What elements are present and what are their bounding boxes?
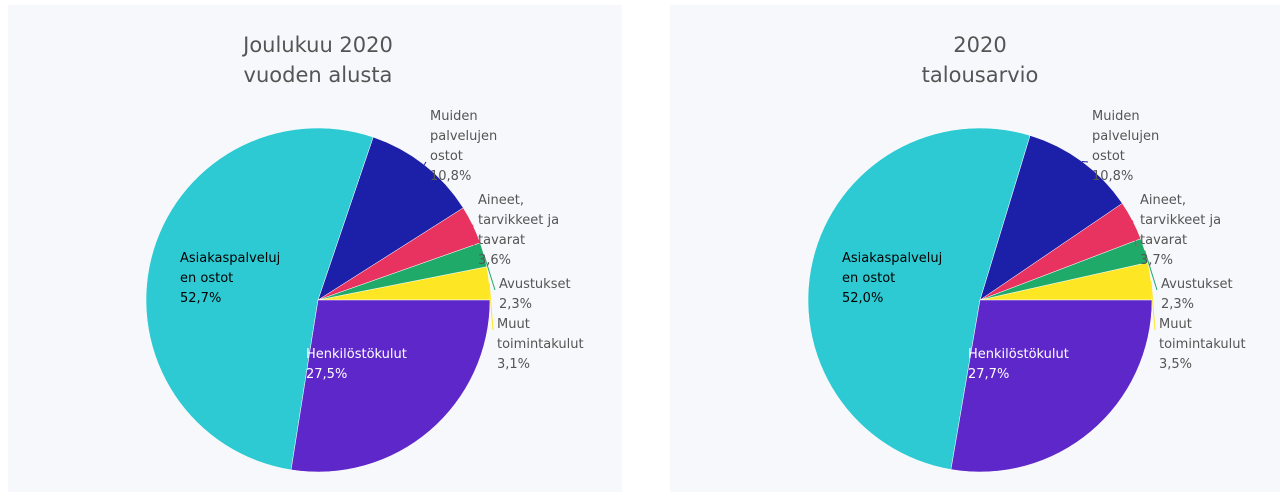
slice-label-line: palvelujen (430, 129, 497, 144)
slice-label-line: Aineet, (1140, 193, 1186, 208)
slice-label-line: tavarat (478, 233, 525, 248)
slice-label-line: Asiakaspalveluj (842, 251, 942, 266)
value-label: 3,6% (478, 253, 511, 268)
slice-label-line: Aineet, (478, 193, 524, 208)
slice-label-line: toimintakulut (1159, 337, 1246, 352)
pie-slice (807, 127, 1031, 470)
value-label: 27,7% (968, 367, 1009, 382)
pie-chart: Joulukuu 2020 vuoden alusta Muut toimintaku… (8, 5, 622, 492)
slice-label-line: ostot (430, 149, 463, 164)
chart-title-line: talousarvio (922, 63, 1039, 87)
slice-label: Aineet, tarvikkeet ja tavarat (1140, 193, 1221, 248)
value-label: 52,7% (180, 291, 221, 306)
value-label: 2,3% (1161, 297, 1194, 312)
pie-slice (145, 127, 374, 471)
slice-label-line: en ostot (180, 271, 233, 286)
slice-label-line: Avustukset (1161, 277, 1233, 292)
leader-line (1132, 220, 1137, 247)
slice-label-line: Muut (497, 317, 530, 332)
slice-label: Muut toimintakulut (1159, 317, 1246, 352)
value-label: 3,1% (497, 357, 530, 372)
slice-label-line: tavarat (1140, 233, 1187, 248)
slice-label-line: en ostot (842, 271, 895, 286)
pie-slice (317, 136, 464, 301)
slice-label-line: Avustukset (499, 277, 571, 292)
leader-line (488, 283, 494, 331)
slice-label-line: tarvikkeet ja (478, 213, 559, 228)
value-label: 10,8% (430, 169, 471, 184)
chart-title-line: Joulukuu 2020 (241, 33, 393, 57)
slice-label: Henkilöstökulut (968, 347, 1069, 362)
slice-label: Muiden palvelujen ostot (1092, 109, 1159, 164)
slice-label-line: ostot (1092, 149, 1125, 164)
leader-line (483, 254, 496, 291)
slice-label-line: Muut (1159, 317, 1192, 332)
chart-title-line: 2020 (953, 33, 1006, 57)
value-label: 10,8% (1092, 169, 1133, 184)
slice-label: Asiakaspalveluj en ostot (180, 251, 280, 286)
chart-title-line: vuoden alusta (244, 63, 393, 87)
slice-label-line: Muiden (1092, 109, 1140, 124)
value-label: 3,7% (1140, 253, 1173, 268)
slice-label: Muut toimintakulut (497, 317, 584, 352)
leader-line (1081, 160, 1089, 163)
leader-line (1144, 250, 1158, 291)
pie-slice (950, 299, 1153, 473)
slice-label-line: toimintakulut (497, 337, 584, 352)
slice-label: Avustukset (1161, 277, 1233, 292)
slice-label: Asiakaspalveluj en ostot (842, 251, 942, 286)
slice-label: Aineet, tarvikkeet ja tavarat (478, 193, 559, 248)
slice-label: Henkilöstökulut (306, 347, 407, 362)
slice-label-line: Henkilöstökulut (968, 347, 1069, 362)
slice-label-line: Asiakaspalveluj (180, 251, 280, 266)
value-label: 2,3% (499, 297, 532, 312)
slice-label-line: palvelujen (1092, 129, 1159, 144)
chart-title: Joulukuu 2020 vuoden alusta (241, 33, 393, 87)
value-label: 3,5% (1159, 357, 1192, 372)
leader-line (1150, 281, 1156, 331)
chart-title: 2020 talousarvio (922, 33, 1039, 87)
leader-line (472, 224, 475, 247)
value-label: 27,5% (306, 367, 347, 382)
pie-slice (979, 135, 1123, 301)
slice-label: Avustukset (499, 277, 571, 292)
leader-line (423, 161, 427, 166)
pie-chart: 2020 talousarvio Muut toimintakulut 3,5% Avus… (670, 5, 1280, 492)
slice-label: Muiden palvelujen ostot (430, 109, 497, 164)
slice-label-line: Henkilöstökulut (306, 347, 407, 362)
slice-label-line: tarvikkeet ja (1140, 213, 1221, 228)
value-label: 52,0% (842, 291, 883, 306)
pie-slice (290, 299, 491, 473)
slice-label-line: Muiden (430, 109, 478, 124)
